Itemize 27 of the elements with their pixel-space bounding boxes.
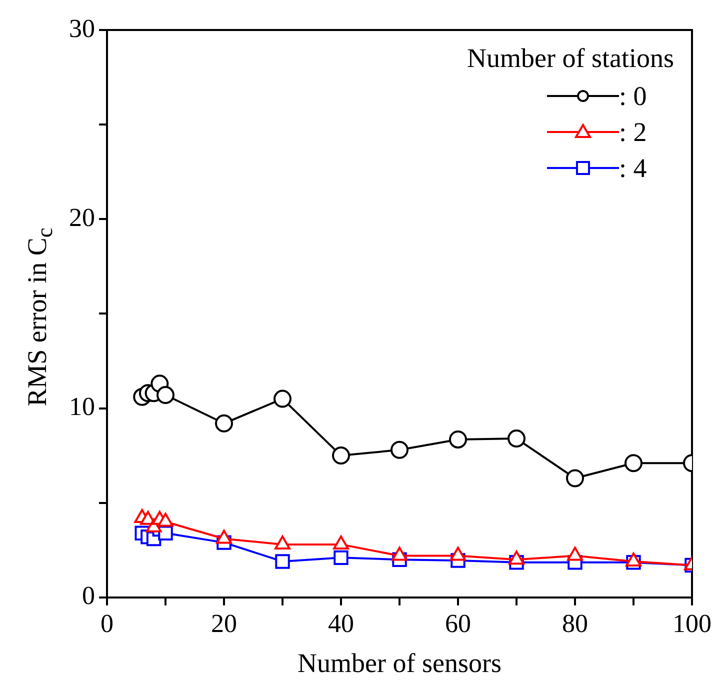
point (156, 386, 174, 404)
y-tick-label: 20 (69, 202, 95, 232)
point (158, 526, 173, 540)
legend-label: : 4 (619, 153, 648, 184)
x-tick-label: 40 (328, 608, 354, 638)
point (334, 550, 348, 566)
x-tick-label: 100 (672, 608, 712, 638)
point (624, 454, 642, 472)
point (449, 430, 467, 448)
x-tick-label: 80 (562, 608, 588, 638)
legend-label: : 2 (619, 117, 647, 148)
point (274, 390, 292, 408)
point (332, 446, 350, 465)
x-tick-label: 20 (211, 608, 237, 638)
legend-title: Number of stations (467, 43, 674, 74)
point (215, 414, 233, 432)
x-tick-label: 60 (445, 608, 471, 638)
point (275, 554, 290, 569)
y-tick-label: 10 (69, 392, 95, 422)
x-axis-title: Number of sensors (298, 648, 502, 678)
point (566, 469, 584, 488)
point (508, 430, 526, 448)
x-tick-label: 0 (100, 608, 114, 638)
y-tick-label: 0 (82, 581, 95, 610)
point (390, 440, 408, 459)
legend-label: : 0 (619, 81, 647, 112)
y-tick-label: 30 (69, 14, 95, 43)
